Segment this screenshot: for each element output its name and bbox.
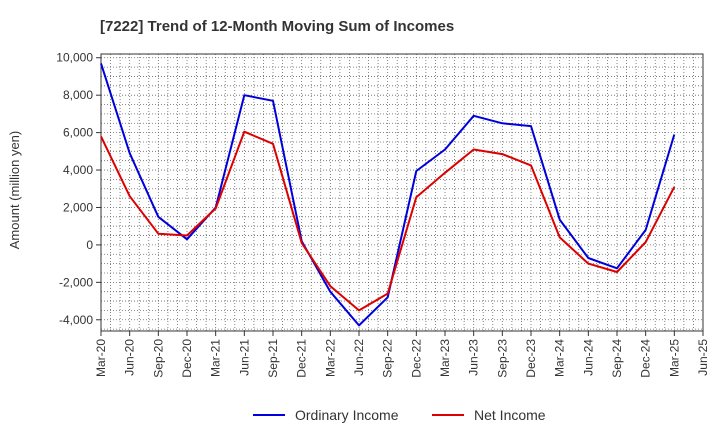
series-group [100, 63, 676, 327]
x-tick-label: Jun-24 [581, 339, 595, 376]
plot-area [100, 53, 704, 332]
chart-title: [7222] Trend of 12-Month Moving Sum of I… [100, 18, 454, 35]
y-tick-label: -4,000 [59, 313, 93, 327]
y-tick-label: -2,000 [59, 275, 93, 289]
legend: Ordinary Income Net Income [253, 407, 546, 423]
legend-label: Ordinary Income [295, 407, 399, 423]
x-tick-label: Jun-20 [123, 339, 137, 376]
x-tick-label: Mar-22 [323, 339, 337, 377]
grid [101, 54, 703, 331]
y-tick-label: 4,000 [63, 163, 93, 177]
y-tick-label: 6,000 [63, 126, 93, 140]
x-tick-label: Dec-24 [639, 339, 653, 378]
x-tick-label: Dec-21 [295, 339, 309, 378]
x-tick-label: Mar-21 [209, 339, 223, 377]
y-tick-label: 2,000 [63, 200, 93, 214]
x-tick-label: Dec-20 [180, 339, 194, 378]
x-tick-label: Mar-25 [667, 339, 681, 377]
x-tick-label: Mar-20 [94, 339, 108, 377]
x-tick-label: Sep-24 [610, 339, 624, 378]
x-tick-label: Sep-23 [495, 339, 509, 378]
series-line-ordinary-income [100, 63, 676, 327]
y-tick-label: 10,000 [56, 51, 93, 65]
x-tick-label: Mar-23 [438, 339, 452, 377]
series-line-net-income [100, 130, 676, 312]
legend-label: Net Income [474, 407, 546, 423]
y-tick-label: 0 [86, 238, 93, 252]
x-tick-label: Sep-20 [151, 339, 165, 378]
y-axis: -4,000 -2,000 0 2,000 4,000 6,000 8,000 10,000 [56, 51, 101, 327]
x-tick-label: Dec-23 [524, 339, 538, 378]
x-tick-label: Jun-22 [352, 339, 366, 376]
y-axis-label: Amount (million yen) [7, 131, 22, 250]
x-tick-label: Dec-22 [409, 339, 423, 378]
x-tick-label: Jun-21 [237, 339, 251, 376]
x-tick-label: Sep-22 [381, 339, 395, 378]
x-tick-label: Jun-25 [696, 339, 710, 376]
x-axis: Mar-20 Jun-20 Sep-20 Dec-20 Mar-21 Jun-21 Sep-… [94, 331, 710, 378]
x-tick-label: Jun-23 [467, 339, 481, 376]
x-tick-label: Sep-21 [266, 339, 280, 378]
y-tick-label: 8,000 [63, 88, 93, 102]
x-tick-label: Mar-24 [553, 339, 567, 377]
